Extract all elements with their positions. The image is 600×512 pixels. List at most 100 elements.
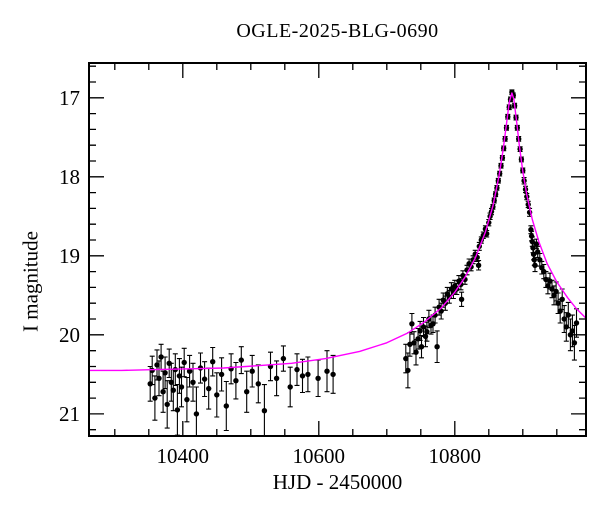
data-point bbox=[273, 375, 280, 381]
data-point bbox=[176, 373, 183, 379]
data-point bbox=[233, 378, 239, 384]
data-point bbox=[543, 276, 549, 283]
data-point bbox=[424, 329, 430, 335]
y-tick-label: 21 bbox=[59, 402, 80, 426]
data-point bbox=[565, 312, 571, 318]
data-point bbox=[415, 336, 421, 342]
data-point bbox=[573, 320, 580, 326]
data-point bbox=[458, 296, 465, 302]
y-tick-label: 17 bbox=[59, 86, 80, 110]
data-point bbox=[555, 300, 561, 306]
data-point bbox=[152, 395, 158, 401]
data-point bbox=[545, 283, 551, 289]
data-point bbox=[535, 249, 541, 255]
data-point bbox=[261, 408, 268, 414]
data-point bbox=[475, 262, 482, 268]
data-point bbox=[238, 357, 244, 363]
data-point bbox=[178, 384, 185, 390]
data-point bbox=[287, 384, 293, 390]
x-tick-label: 10400 bbox=[157, 444, 210, 468]
data-point bbox=[569, 328, 576, 334]
y-tick-label: 19 bbox=[59, 244, 80, 268]
data-point bbox=[223, 403, 229, 409]
error-bars bbox=[147, 89, 579, 436]
data-point bbox=[330, 371, 336, 378]
data-point bbox=[530, 251, 537, 257]
data-point bbox=[168, 379, 174, 385]
data-point bbox=[201, 376, 208, 382]
data-point bbox=[280, 355, 287, 362]
data-point bbox=[190, 379, 196, 385]
data-point bbox=[294, 366, 300, 373]
data-point bbox=[559, 296, 565, 302]
x-axis-ticks bbox=[114, 63, 558, 436]
data-point bbox=[531, 257, 537, 263]
data-point bbox=[166, 360, 172, 366]
data-layer bbox=[147, 89, 580, 436]
data-point bbox=[214, 392, 220, 398]
data-point bbox=[164, 401, 170, 408]
data-point bbox=[305, 371, 311, 378]
data-point bbox=[563, 324, 569, 330]
data-point bbox=[530, 245, 536, 251]
data-point bbox=[249, 368, 255, 374]
data-point bbox=[324, 368, 330, 374]
data-point bbox=[422, 333, 429, 340]
y-axis-ticks bbox=[89, 65, 586, 431]
data-point bbox=[430, 321, 436, 327]
data-point bbox=[403, 355, 409, 362]
data-point bbox=[186, 368, 193, 374]
data-point bbox=[218, 371, 225, 378]
data-point bbox=[450, 289, 457, 295]
data-point bbox=[154, 362, 160, 368]
data-point bbox=[244, 389, 250, 395]
data-point bbox=[170, 387, 176, 393]
data-point bbox=[557, 308, 563, 314]
data-point bbox=[537, 257, 543, 263]
data-point bbox=[315, 375, 321, 381]
data-point bbox=[409, 321, 415, 327]
data-point bbox=[411, 340, 417, 346]
data-point bbox=[160, 389, 166, 395]
plot-frame bbox=[88, 62, 587, 437]
data-point bbox=[549, 286, 555, 292]
chart-title: OGLE-2025-BLG-0690 bbox=[236, 20, 439, 42]
data-point bbox=[528, 227, 534, 233]
data-point bbox=[162, 370, 168, 376]
data-point bbox=[561, 316, 567, 322]
data-point bbox=[255, 381, 261, 387]
x-tick-label: 10600 bbox=[293, 444, 346, 468]
data-point bbox=[417, 328, 423, 334]
data-point bbox=[547, 278, 553, 284]
data-point bbox=[529, 238, 535, 245]
data-point bbox=[193, 411, 200, 417]
data-point bbox=[405, 367, 411, 374]
data-point bbox=[147, 381, 153, 387]
data-point bbox=[156, 375, 162, 381]
data-point bbox=[181, 359, 187, 366]
data-point bbox=[571, 340, 578, 346]
data-point bbox=[528, 233, 535, 239]
data-point bbox=[541, 268, 547, 275]
data-point bbox=[184, 396, 190, 403]
data-point bbox=[533, 241, 540, 247]
data-point bbox=[206, 385, 212, 392]
data-point bbox=[434, 344, 440, 350]
data-point bbox=[532, 262, 538, 268]
y-tick-label: 18 bbox=[59, 165, 80, 189]
data-point bbox=[174, 407, 181, 413]
model-curve bbox=[89, 92, 586, 372]
data-point bbox=[407, 341, 413, 347]
data-point bbox=[413, 349, 419, 355]
data-point bbox=[446, 294, 452, 300]
y-tick-label: 20 bbox=[59, 323, 80, 347]
data-point bbox=[420, 324, 427, 330]
data-point bbox=[299, 373, 306, 379]
data-point bbox=[418, 344, 425, 350]
data-point bbox=[553, 288, 559, 295]
x-tick-label: 10800 bbox=[429, 444, 482, 468]
x-axis-label: HJD - 2450000 bbox=[272, 470, 403, 494]
data-point bbox=[210, 359, 216, 365]
